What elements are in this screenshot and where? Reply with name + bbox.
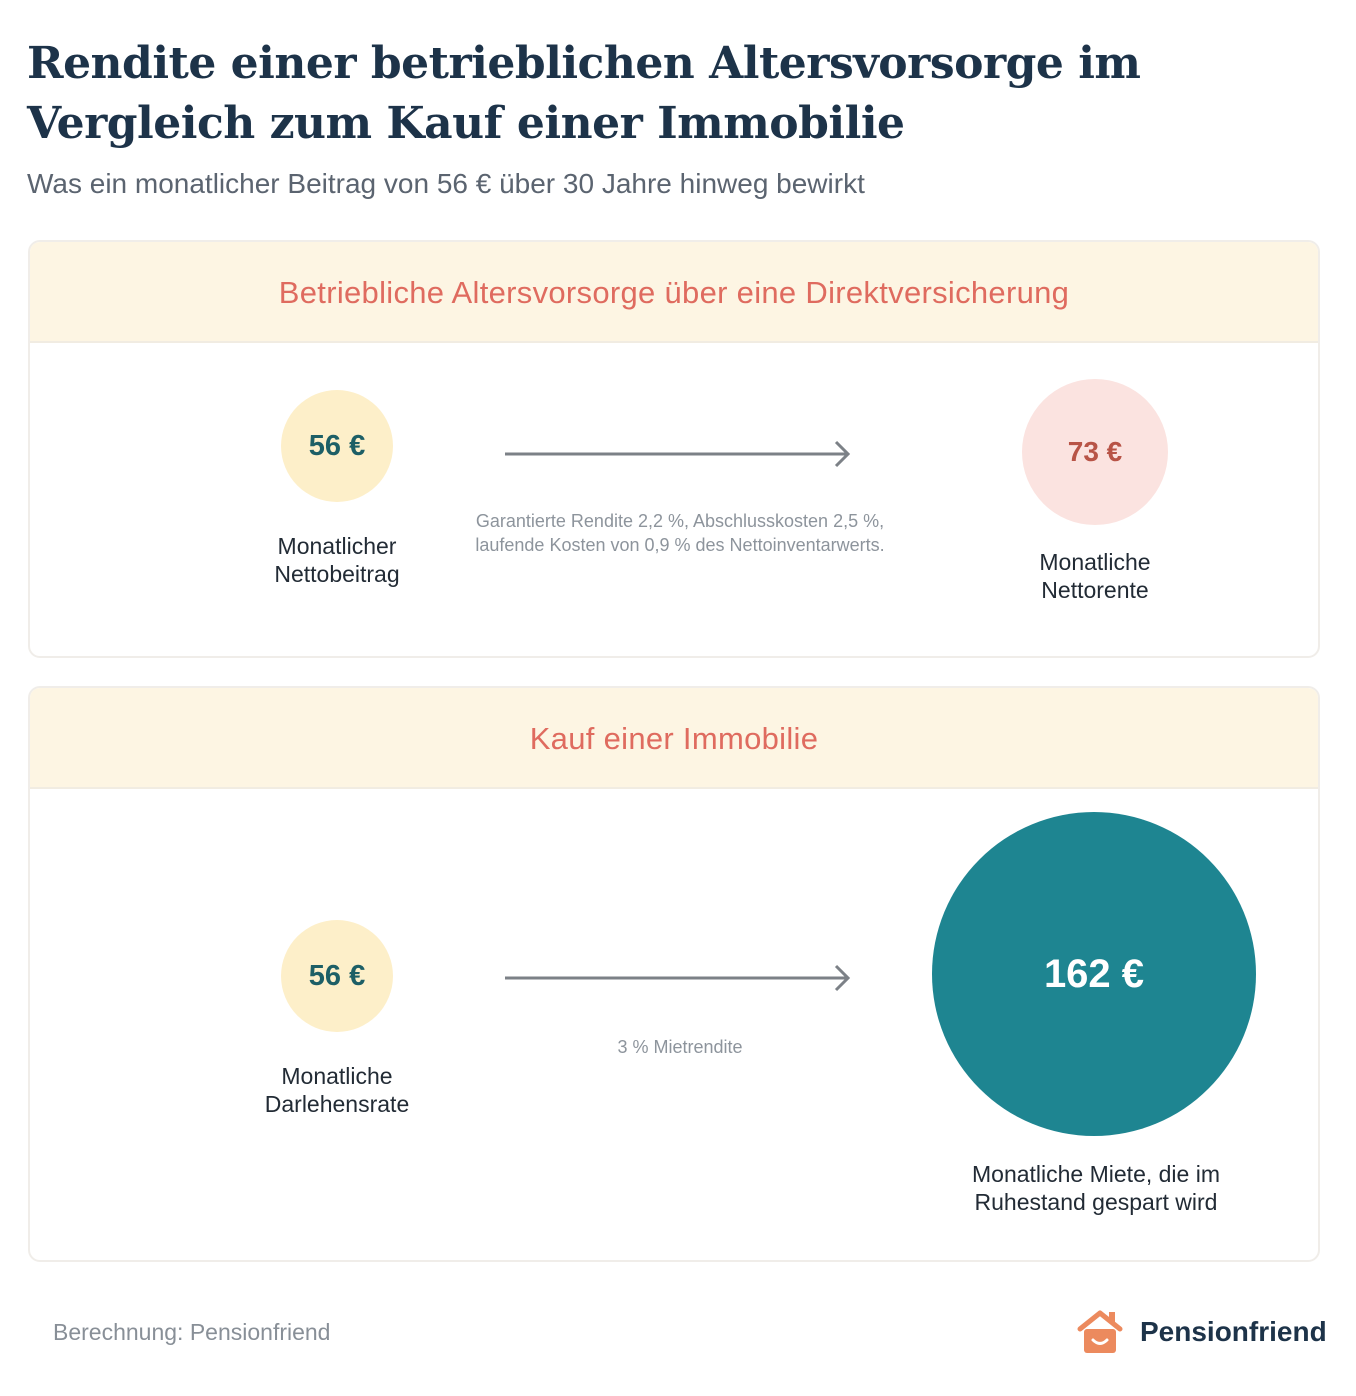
label-line: Monatliche Miete, die im [972, 1161, 1220, 1187]
loan-rate-circle: 56 € [281, 920, 393, 1032]
page-title: Rendite einer betrieblichen Altersvorsor… [27, 38, 1141, 149]
rental-yield-note: 3 % Mietrendite [530, 1035, 830, 1059]
label-line: Monatlicher [277, 533, 397, 559]
saved-rent-value: 162 € [1043, 951, 1145, 996]
arrow-right-icon [505, 964, 851, 992]
label-line: Ruhestand gespart wird [974, 1189, 1218, 1215]
immobilie-card: Kauf einer Immobilie [28, 686, 1320, 1262]
label-line: Monatliche [1039, 549, 1151, 575]
brand-logo: Pensionfriend [1076, 1308, 1327, 1356]
arrow-right-icon [505, 440, 851, 468]
monthly-contribution-circle: 56 € [281, 390, 393, 502]
saved-rent-label: Monatliche Miete, die im Ruhestand gespa… [946, 1160, 1246, 1216]
section-header: Betriebliche Altersvorsorge über eine Di… [30, 242, 1318, 343]
label-line: Darlehensrate [264, 1091, 410, 1117]
net-pension-label: Monatliche Nettorente [995, 548, 1195, 604]
house-icon [1077, 1310, 1123, 1353]
contribution-label: Monatlicher Nettobeitrag [237, 532, 437, 588]
label-line: Monatliche [281, 1063, 393, 1089]
page-subtitle: Was ein monatlicher Beitrag von 56 € übe… [27, 168, 865, 199]
loan-rate-value: 56 € [308, 959, 366, 992]
section-header: Kauf einer Immobilie [30, 688, 1318, 789]
saved-rent-circle: 162 € [932, 812, 1256, 1136]
note-line: Garantierte Rendite 2,2 %, Abschlusskost… [475, 511, 885, 531]
note-line: laufende Kosten von 0,9 % des Nettoinven… [475, 535, 885, 555]
net-pension-value: 73 € [1067, 436, 1123, 467]
loan-rate-label: Monatliche Darlehensrate [227, 1062, 447, 1118]
contribution-value: 56 € [308, 429, 366, 462]
label-line: Nettobeitrag [274, 561, 400, 587]
source-credit: Berechnung: Pensionfriend [53, 1319, 331, 1345]
calculation-note: Garantierte Rendite 2,2 %, Abschlusskost… [430, 509, 930, 557]
brand-name: Pensionfriend [1140, 1316, 1327, 1347]
net-pension-circle: 73 € [1022, 379, 1168, 525]
label-line: Nettorente [1041, 577, 1149, 603]
note-line: 3 % Mietrendite [617, 1037, 743, 1057]
